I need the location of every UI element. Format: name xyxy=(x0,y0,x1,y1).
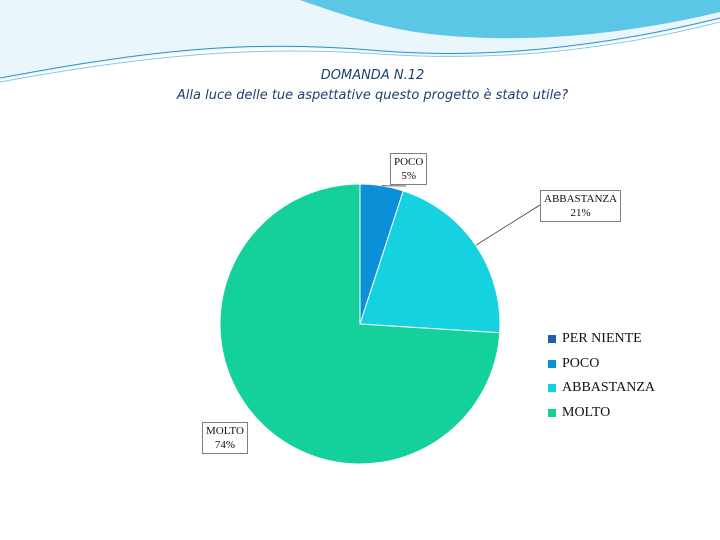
data-label-molto: MOLTO 74% xyxy=(202,422,248,454)
legend-swatch-abbastanza xyxy=(548,384,556,393)
legend-swatch-poco xyxy=(548,359,556,368)
legend-label-molto: MOLTO xyxy=(562,404,611,420)
legend-swatch-per-niente xyxy=(548,335,556,344)
chart-title: DOMANDA N.12 xyxy=(320,68,425,83)
legend-label-abbastanza: ABBASTANZA xyxy=(562,380,655,396)
legend-label-poco: POCO xyxy=(562,355,600,371)
legend-item-abbastanza: ABBASTANZA xyxy=(548,376,655,401)
data-label-molto-value: 74% xyxy=(214,439,236,451)
data-label-abbastanza-name: ABBASTANZA xyxy=(544,193,618,205)
legend-item-molto: MOLTO xyxy=(548,401,655,426)
legend-swatch-molto xyxy=(548,408,556,417)
chart-legend: PER NIENTE POCO ABBASTANZA MOLTO xyxy=(548,327,655,425)
data-label-poco-name: POCO xyxy=(394,156,424,168)
chart-title-block: DOMANDA N.12 Alla luce delle tue aspetta… xyxy=(0,66,720,106)
chart-subtitle: Alla luce delle tue aspettative questo p… xyxy=(176,88,569,103)
data-label-molto-name: MOLTO xyxy=(206,425,244,437)
legend-label-per-niente: PER NIENTE xyxy=(562,331,642,347)
leader-line-abbastanza xyxy=(475,204,541,246)
pie-slice-abbastanza xyxy=(359,190,501,334)
legend-item-per-niente: PER NIENTE xyxy=(548,327,655,352)
data-label-poco-value: 5% xyxy=(401,170,416,182)
data-label-abbastanza-value: 21% xyxy=(570,207,591,219)
header-wave-decoration xyxy=(0,0,720,83)
pie-slice-molto xyxy=(219,183,501,465)
legend-item-poco: POCO xyxy=(548,352,655,377)
data-label-abbastanza: ABBASTANZA 21% xyxy=(540,190,622,222)
data-label-poco: POCO 5% xyxy=(390,153,428,185)
